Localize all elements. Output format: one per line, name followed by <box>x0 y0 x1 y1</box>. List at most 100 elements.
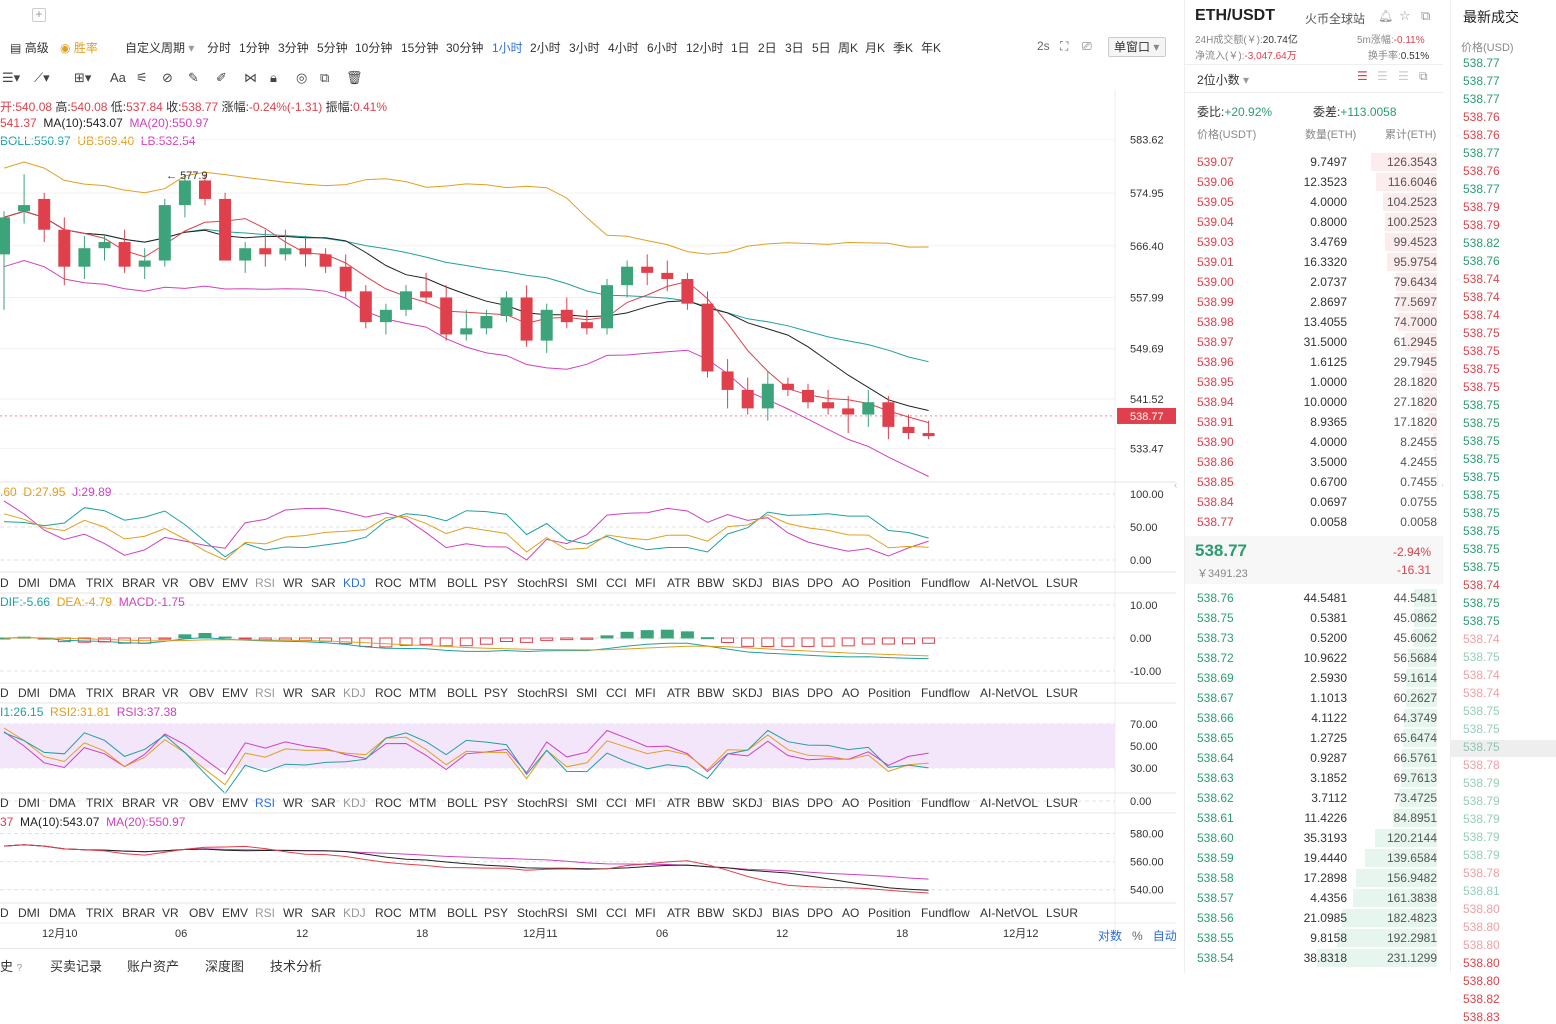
indicator-tab-sar[interactable]: SAR <box>311 576 336 590</box>
indicator-tab-cci[interactable]: CCI <box>606 576 627 590</box>
indicator-tab-roc[interactable]: ROC <box>375 576 402 590</box>
indicator-tab-dpo[interactable]: DPO <box>807 796 833 810</box>
indicator-tab-dpo[interactable]: DPO <box>807 906 833 920</box>
indicator-tab-mtm[interactable]: MTM <box>409 796 436 810</box>
period-18[interactable]: 月K <box>865 39 885 56</box>
indicator-tab-psy[interactable]: PSY <box>484 686 508 700</box>
bell-icon[interactable]: 🔔︎ <box>1378 9 1393 23</box>
indicator-tab-ai-netvol[interactable]: AI-NetVOL <box>980 906 1038 920</box>
indicator-tab-fundflow[interactable]: Fundflow <box>921 686 970 700</box>
indicator-tab-mfi[interactable]: MFI <box>635 686 656 700</box>
indicator-tab-smi[interactable]: SMI <box>576 796 597 810</box>
measure-icon[interactable]: ⊘ <box>162 70 173 86</box>
indicator-tab-bbw[interactable]: BBW <box>697 686 724 700</box>
indicator-tab-dma[interactable]: DMA <box>49 576 76 590</box>
indicator-tab-ai-netvol[interactable]: AI-NetVOL <box>980 796 1038 810</box>
indicator-tab-sar[interactable]: SAR <box>311 796 336 810</box>
indicator-tab-emv[interactable]: EMV <box>222 796 248 810</box>
indicator-tab-position[interactable]: Position <box>868 796 911 810</box>
indicator-tab-cci[interactable]: CCI <box>606 906 627 920</box>
period-19[interactable]: 季K <box>893 39 913 56</box>
indicator-tab-rsi[interactable]: RSI <box>255 686 275 700</box>
period-6[interactable]: 30分钟 <box>446 39 483 56</box>
indicator-tab-dpo[interactable]: DPO <box>807 576 833 590</box>
indicator-tab-ao[interactable]: AO <box>842 686 859 700</box>
indicator-tab-atr[interactable]: ATR <box>667 796 690 810</box>
fullscreen-icon[interactable]: ⛶ <box>1060 39 1068 54</box>
period-11[interactable]: 6小时 <box>647 39 678 56</box>
indicator-tab-vr[interactable]: VR <box>162 576 179 590</box>
indicator-tab-roc[interactable]: ROC <box>375 686 402 700</box>
period-4[interactable]: 10分钟 <box>355 39 392 56</box>
winrate-button[interactable]: ◉ 胜率 <box>60 39 98 56</box>
indicator-tab-atr[interactable]: ATR <box>667 686 690 700</box>
indicator-tab-wr[interactable]: WR <box>283 686 303 700</box>
indicator-tab-wr[interactable]: WR <box>283 576 303 590</box>
indicator-tab-atr[interactable]: ATR <box>667 576 690 590</box>
indicator-tab-fundflow[interactable]: Fundflow <box>921 796 970 810</box>
period-0[interactable]: 分时 <box>207 39 231 56</box>
indicator-tab-ai-netvol[interactable]: AI-NetVOL <box>980 576 1038 590</box>
indicator-tab-stochrsi[interactable]: StochRSI <box>517 576 568 590</box>
indicator-tab-cci[interactable]: CCI <box>606 796 627 810</box>
indicator-tab-psy[interactable]: PSY <box>484 576 508 590</box>
indicator-tab-ao[interactable]: AO <box>842 906 859 920</box>
indicator-tab-sar[interactable]: SAR <box>311 906 336 920</box>
pattern-icon[interactable]: ⋈ <box>244 70 257 86</box>
period-15[interactable]: 3日 <box>785 39 804 56</box>
indicator-tab-skdj[interactable]: SKDJ <box>732 686 763 700</box>
indicator-tab-mtm[interactable]: MTM <box>409 906 436 920</box>
indicator-tab-dmi[interactable]: DMI <box>18 796 40 810</box>
period-1[interactable]: 1分钟 <box>239 39 270 56</box>
indicator-tab-position[interactable]: Position <box>868 686 911 700</box>
indicator-tab-smi[interactable]: SMI <box>576 576 597 590</box>
indicator-tab-trix[interactable]: TRIX <box>86 576 113 590</box>
indicator-tab-mfi[interactable]: MFI <box>635 796 656 810</box>
indicator-tab-mfi[interactable]: MFI <box>635 906 656 920</box>
indicator-tab-roc[interactable]: ROC <box>375 796 402 810</box>
indicator-tab-dma[interactable]: DMA <box>49 906 76 920</box>
indicator-tab-skdj[interactable]: SKDJ <box>732 906 763 920</box>
indicator-tab-smi[interactable]: SMI <box>576 906 597 920</box>
indicator-tab-lsur[interactable]: LSUR <box>1046 576 1078 590</box>
indicator-tab-mfi[interactable]: MFI <box>635 576 656 590</box>
collapse-left-icon[interactable]: ‹ <box>1174 480 1177 491</box>
indicator-tab-fundflow[interactable]: Fundflow <box>921 906 970 920</box>
tab-trades[interactable]: 买卖记录 <box>50 956 102 975</box>
indicator-tab-boll[interactable]: BOLL <box>447 686 478 700</box>
indicator-tab-bias[interactable]: BIAS <box>772 796 799 810</box>
indicator-tab-ao[interactable]: AO <box>842 576 859 590</box>
indicator-tab-atr[interactable]: ATR <box>667 906 690 920</box>
indicator-tab-rsi[interactable]: RSI <box>255 906 275 920</box>
indicator-tab-trix[interactable]: TRIX <box>86 686 113 700</box>
period-20[interactable]: 年K <box>921 39 941 56</box>
indicator-tab-dpo[interactable]: DPO <box>807 686 833 700</box>
indicator-tab-psy[interactable]: PSY <box>484 796 508 810</box>
indicator-tab-psy[interactable]: PSY <box>484 906 508 920</box>
indicator-tab-d[interactable]: D <box>0 686 9 700</box>
log-scale-button[interactable]: 对数 <box>1098 929 1122 943</box>
indicator-tab-bias[interactable]: BIAS <box>772 906 799 920</box>
period-10[interactable]: 4小时 <box>608 39 639 56</box>
indicator-tab-wr[interactable]: WR <box>283 906 303 920</box>
trash-icon[interactable]: 🗑︎ <box>346 70 363 86</box>
indicator-tab-vr[interactable]: VR <box>162 906 179 920</box>
